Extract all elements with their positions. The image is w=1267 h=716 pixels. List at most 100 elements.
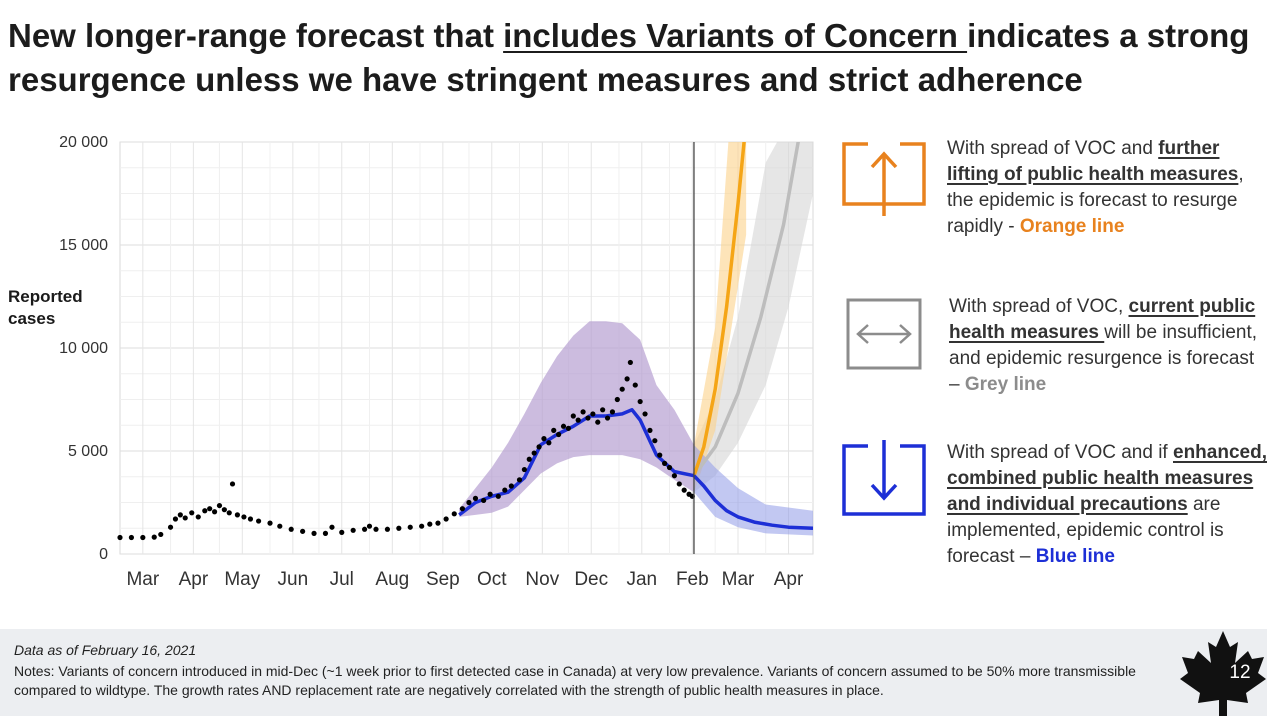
x-axis-ticks: Mar Apr May Jun Jul Aug Sep Oct Nov Dec Jan Feb Mar A… [126, 569, 804, 590]
blue-line [692, 474, 813, 531]
observed-point [666, 464, 673, 471]
observed-point [627, 359, 633, 366]
observed-point [671, 473, 678, 479]
legend-orange-text: With spread of VOC and further lifting o… [947, 138, 1244, 237]
observed-point [652, 438, 658, 444]
title-part-2: indicates a strong resurgence unless we … [8, 17, 1250, 98]
observed-point [662, 460, 668, 466]
observed-point [366, 523, 373, 529]
forecast-lines [458, 142, 813, 531]
observed-point [580, 409, 586, 415]
observed-point [373, 526, 379, 532]
observed-point [311, 530, 317, 536]
observed-point [600, 407, 606, 413]
observed-point [536, 444, 542, 450]
observed-point [117, 534, 123, 541]
observed-point [256, 518, 262, 524]
observed-point [516, 477, 523, 483]
observed-point [226, 510, 232, 516]
observed-point [300, 528, 306, 534]
x-tick-label: Jul [330, 569, 354, 590]
observed-point [657, 452, 663, 458]
title-underlined: includes Variants of Concern [503, 17, 968, 54]
orange-line-label: Orange line [1019, 216, 1125, 237]
observed-point [541, 436, 547, 442]
observed-point [595, 419, 601, 425]
observed-point [140, 534, 146, 541]
observed-point [419, 523, 425, 529]
observed-point [495, 493, 501, 499]
x-tick-label: Sep [426, 569, 460, 590]
footer-notes: Notes: Variants of concern introduced in… [14, 663, 1136, 698]
orange-uncertainty-band [693, 142, 747, 493]
observed-point [546, 440, 552, 446]
x-tick-label: Jan [626, 569, 657, 590]
y-tick-label: 0 [99, 546, 108, 563]
observed-point [427, 521, 433, 527]
y-axis-ticks: 0 5 000 10 000 15 000 20 000 [59, 134, 108, 563]
observed-point [435, 520, 441, 526]
title-part-1: New longer-range forecast that [8, 17, 504, 54]
observed-point [508, 483, 514, 489]
x-tick-label: May [224, 569, 260, 590]
observed-point [472, 495, 479, 501]
observed-point [609, 409, 616, 415]
observed-point [241, 514, 247, 520]
observed-point [531, 450, 537, 456]
data-date: Data as of February 16, 2021 [14, 642, 197, 658]
observed-point [221, 507, 227, 513]
observed-point [614, 396, 620, 403]
observed-point [551, 427, 557, 433]
observed-point [288, 526, 294, 532]
legend-grey-text: With spread of VOC, current public healt… [949, 296, 1258, 395]
observed-point [481, 497, 487, 504]
x-tick-label: Apr [774, 569, 804, 590]
observed-point [502, 487, 508, 493]
observed-point [590, 411, 596, 417]
observed-point [182, 515, 188, 521]
observed-point [361, 526, 368, 532]
y-tick-label: 10 000 [59, 340, 108, 357]
observed-point [396, 525, 402, 531]
grid [120, 141, 813, 555]
x-tick-label: Jun [278, 569, 309, 590]
observed-point [619, 386, 625, 392]
observed-point [487, 491, 493, 497]
x-tick-label: Apr [179, 569, 209, 590]
arrow-up-box-icon [842, 142, 926, 216]
observed-point [339, 529, 345, 535]
observed-point [207, 506, 213, 512]
orange-line [692, 142, 746, 477]
observed-cases [117, 359, 695, 541]
observed-point [604, 415, 611, 421]
observed-point [556, 431, 562, 438]
observed-point [234, 512, 241, 518]
observed-point [521, 466, 527, 473]
x-tick-label: Dec [574, 569, 608, 590]
grey-line [692, 142, 800, 477]
y-tick-label: 15 000 [59, 237, 108, 254]
observed-point [158, 531, 164, 538]
observed-point [211, 509, 218, 515]
x-tick-label: Aug [375, 569, 409, 590]
observed-point [195, 514, 201, 520]
observed-point [642, 411, 648, 417]
arrow-left-right-box-icon [846, 298, 922, 370]
observed-point [202, 508, 208, 514]
observed-point [570, 413, 576, 419]
x-tick-label: Mar [722, 569, 755, 590]
slide-title: New longer-range forecast that includes … [8, 14, 1258, 102]
footer: Data as of February 16, 2021 Notes: Vari… [0, 629, 1267, 716]
observed-point [384, 526, 391, 532]
observed-point [637, 398, 643, 405]
observed-point [585, 415, 591, 421]
maple-leaf-icon [1180, 631, 1266, 716]
observed-point [247, 516, 254, 522]
fit-line [458, 408, 695, 517]
y-axis-label: Reported cases [8, 287, 83, 328]
observed-point [647, 427, 653, 433]
observed-point [277, 523, 283, 529]
observed-point [565, 425, 572, 431]
observed-point [177, 512, 183, 518]
observed-point [267, 520, 273, 526]
